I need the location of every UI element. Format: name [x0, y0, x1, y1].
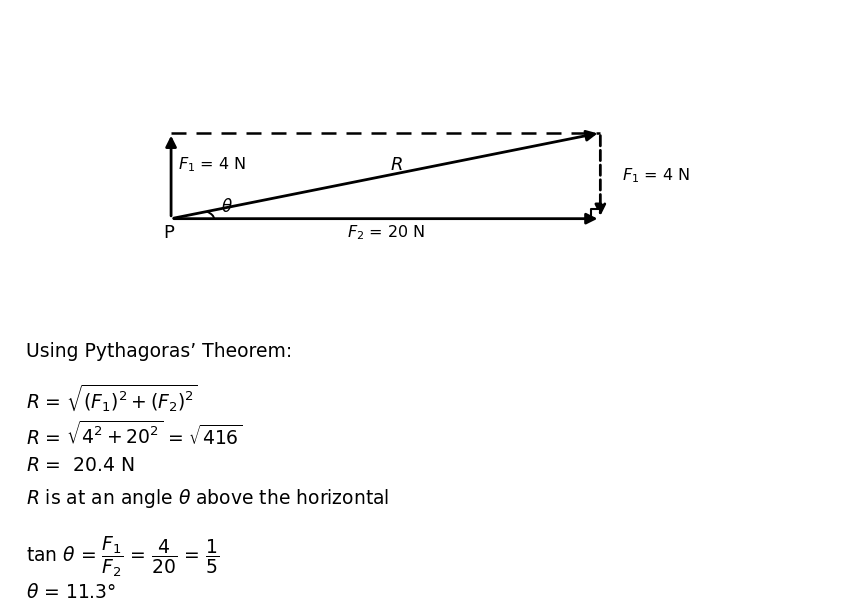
- Text: tan $\theta$ = $\dfrac{F_1}{F_2}$ = $\dfrac{4}{20}$ = $\dfrac{1}{5}$: tan $\theta$ = $\dfrac{F_1}{F_2}$ = $\df…: [26, 534, 220, 579]
- Text: P: P: [163, 224, 174, 242]
- Text: $R$ is at an angle $\theta$ above the horizontal: $R$ is at an angle $\theta$ above the ho…: [26, 487, 390, 510]
- Text: $F_2$ = 20 N: $F_2$ = 20 N: [346, 223, 424, 242]
- Text: $\theta$ = 11.3°: $\theta$ = 11.3°: [26, 583, 116, 602]
- Text: $R$ =  20.4 N: $R$ = 20.4 N: [26, 456, 135, 474]
- Text: Using Pythagoras’ Theorem:: Using Pythagoras’ Theorem:: [26, 342, 293, 361]
- Text: $F_1$ = 4 N: $F_1$ = 4 N: [621, 167, 690, 185]
- Text: $\theta$: $\theta$: [221, 198, 233, 216]
- Text: $R$ = $\sqrt{(F_1)^2 + (F_2)^2}$: $R$ = $\sqrt{(F_1)^2 + (F_2)^2}$: [26, 382, 198, 414]
- Text: $R$ = $\sqrt{4^2 + 20^2}$ = $\sqrt{416}$: $R$ = $\sqrt{4^2 + 20^2}$ = $\sqrt{416}$: [26, 421, 242, 450]
- Text: $F_1$ = 4 N: $F_1$ = 4 N: [178, 156, 246, 175]
- Text: $R$: $R$: [390, 156, 403, 174]
